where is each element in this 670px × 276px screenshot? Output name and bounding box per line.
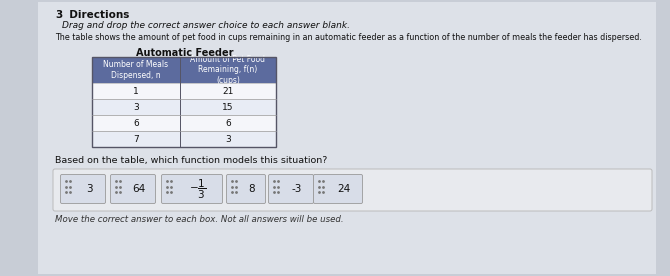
FancyBboxPatch shape bbox=[180, 99, 276, 115]
Text: $-\dfrac{1}{3}$: $-\dfrac{1}{3}$ bbox=[190, 177, 206, 201]
FancyBboxPatch shape bbox=[314, 174, 362, 203]
FancyBboxPatch shape bbox=[180, 115, 276, 131]
FancyBboxPatch shape bbox=[180, 131, 276, 147]
Text: 8: 8 bbox=[249, 184, 255, 194]
FancyBboxPatch shape bbox=[161, 174, 222, 203]
FancyBboxPatch shape bbox=[269, 174, 314, 203]
FancyBboxPatch shape bbox=[92, 83, 180, 99]
Text: Move the correct answer to each box. Not all answers will be used.: Move the correct answer to each box. Not… bbox=[55, 215, 344, 224]
Text: 64: 64 bbox=[133, 184, 145, 194]
Text: 6: 6 bbox=[225, 118, 231, 128]
FancyBboxPatch shape bbox=[38, 2, 656, 274]
FancyBboxPatch shape bbox=[53, 169, 652, 211]
FancyBboxPatch shape bbox=[92, 115, 180, 131]
Text: Amount of Pet Food
Remaining, f(n)
(cups): Amount of Pet Food Remaining, f(n) (cups… bbox=[190, 55, 265, 85]
Text: Based on the table, which function models this situation?: Based on the table, which function model… bbox=[55, 156, 328, 165]
Text: Number of Meals
Dispensed, n: Number of Meals Dispensed, n bbox=[103, 60, 169, 80]
Text: 15: 15 bbox=[222, 102, 234, 112]
Text: 3: 3 bbox=[225, 134, 231, 144]
Text: 3: 3 bbox=[133, 102, 139, 112]
Text: Automatic Feeder: Automatic Feeder bbox=[136, 48, 234, 58]
Text: 6: 6 bbox=[133, 118, 139, 128]
Text: 24: 24 bbox=[338, 184, 350, 194]
Bar bbox=[92, 57, 276, 147]
FancyBboxPatch shape bbox=[92, 99, 180, 115]
FancyBboxPatch shape bbox=[226, 174, 265, 203]
Text: 3: 3 bbox=[86, 184, 92, 194]
Text: Directions: Directions bbox=[62, 10, 129, 20]
FancyBboxPatch shape bbox=[111, 174, 155, 203]
Text: Drag and drop the correct answer choice to each answer blank.: Drag and drop the correct answer choice … bbox=[62, 21, 350, 30]
Text: -3: -3 bbox=[292, 184, 302, 194]
FancyBboxPatch shape bbox=[92, 57, 180, 83]
FancyBboxPatch shape bbox=[92, 131, 180, 147]
Text: 7: 7 bbox=[133, 134, 139, 144]
Text: The table shows the amount of pet food in cups remaining in an automatic feeder : The table shows the amount of pet food i… bbox=[55, 33, 642, 42]
Text: 21: 21 bbox=[222, 86, 234, 95]
FancyBboxPatch shape bbox=[180, 57, 276, 83]
FancyBboxPatch shape bbox=[60, 174, 105, 203]
Text: 3: 3 bbox=[55, 10, 62, 20]
Text: 1: 1 bbox=[133, 86, 139, 95]
FancyBboxPatch shape bbox=[180, 83, 276, 99]
